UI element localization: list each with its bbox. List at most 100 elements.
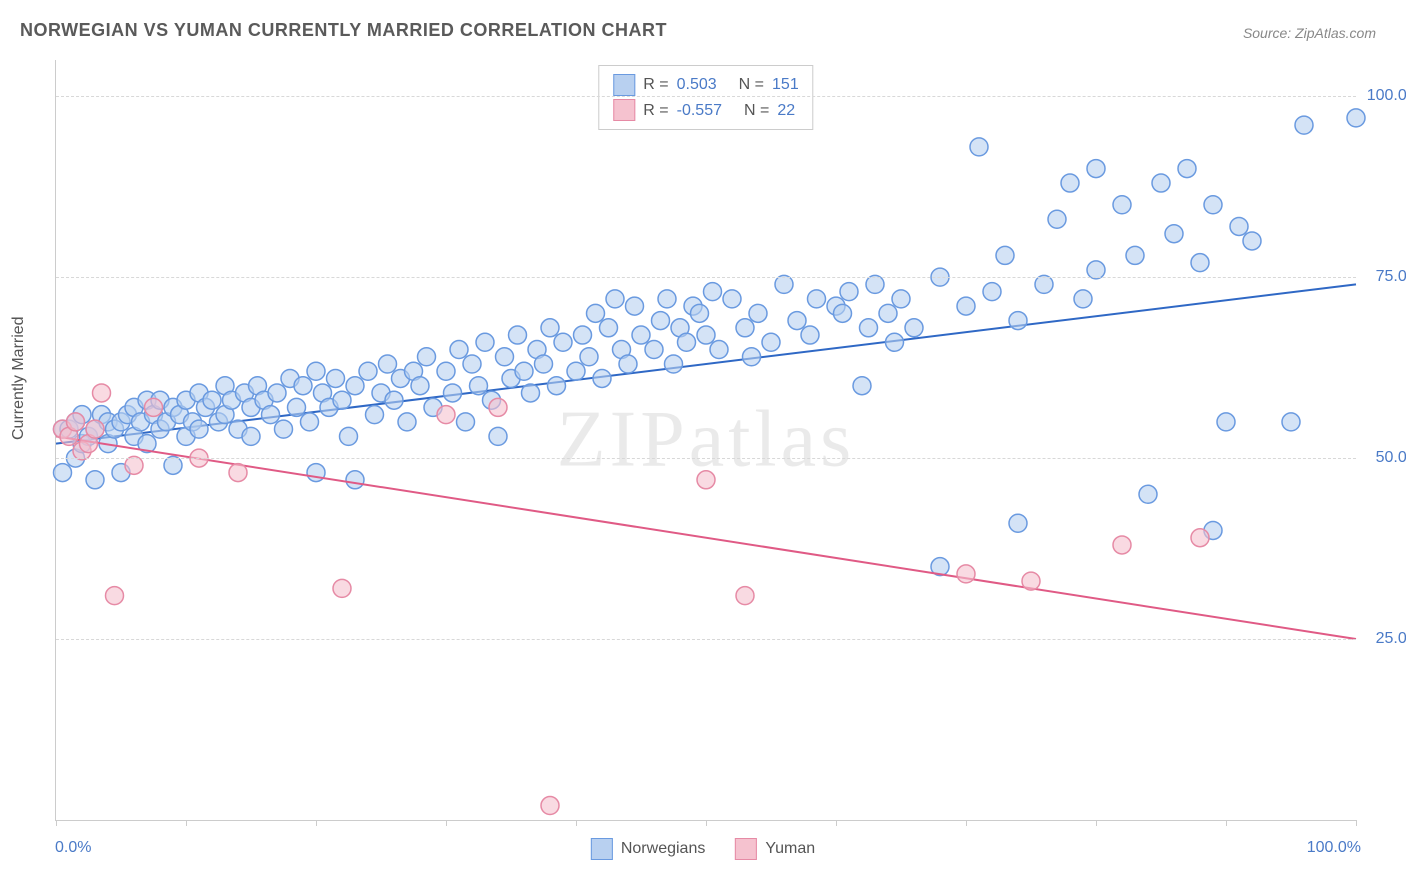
data-point [1139, 485, 1157, 503]
data-point [398, 413, 416, 431]
data-point [1165, 225, 1183, 243]
data-point [275, 420, 293, 438]
data-point [496, 348, 514, 366]
data-point [203, 391, 221, 409]
data-point [535, 355, 553, 373]
data-point [853, 377, 871, 395]
data-point [190, 420, 208, 438]
data-point [567, 362, 585, 380]
data-point [327, 369, 345, 387]
bottom-swatch-1 [591, 838, 613, 860]
source-attribution: Source: ZipAtlas.com [1243, 25, 1376, 41]
data-point [333, 391, 351, 409]
ytick-label: 50.0% [1361, 449, 1406, 467]
data-point [346, 377, 364, 395]
data-point [470, 377, 488, 395]
data-point [645, 341, 663, 359]
chart-svg [56, 60, 1356, 820]
data-point [1074, 290, 1092, 308]
data-point [1009, 514, 1027, 532]
xtick [1226, 820, 1227, 826]
data-point [652, 312, 670, 330]
legend-row-1: R = 0.503 N = 151 [613, 72, 798, 98]
legend-r-value-1: 0.503 [677, 72, 717, 98]
gridline [56, 458, 1356, 459]
data-point [1243, 232, 1261, 250]
data-point [268, 384, 286, 402]
legend-swatch-2 [613, 99, 635, 121]
data-point [957, 297, 975, 315]
data-point [691, 304, 709, 322]
data-point [1061, 174, 1079, 192]
data-point [476, 333, 494, 351]
data-point [1347, 109, 1365, 127]
data-point [970, 138, 988, 156]
data-point [411, 377, 429, 395]
data-point [587, 304, 605, 322]
xtick [1356, 820, 1357, 826]
data-point [697, 471, 715, 489]
data-point [359, 362, 377, 380]
data-point [463, 355, 481, 373]
data-point [606, 290, 624, 308]
data-point [450, 341, 468, 359]
plot-area: ZIPatlas R = 0.503 N = 151 R = -0.557 N … [55, 60, 1356, 821]
data-point [697, 326, 715, 344]
data-point [366, 406, 384, 424]
data-point [788, 312, 806, 330]
chart-container: NORWEGIAN VS YUMAN CURRENTLY MARRIED COR… [0, 0, 1406, 892]
legend-n-value-1: 151 [772, 72, 799, 98]
data-point [340, 427, 358, 445]
gridline [56, 96, 1356, 97]
data-point [905, 319, 923, 337]
data-point [1087, 160, 1105, 178]
xtick [316, 820, 317, 826]
data-point [808, 290, 826, 308]
xtick [836, 820, 837, 826]
bottom-legend-item-1: Norwegians [591, 838, 705, 860]
data-point [1295, 116, 1313, 134]
xaxis-min-label: 0.0% [55, 839, 91, 857]
data-point [1113, 196, 1131, 214]
gridline [56, 277, 1356, 278]
gridline [56, 639, 1356, 640]
data-point [957, 565, 975, 583]
data-point [489, 398, 507, 416]
data-point [1113, 536, 1131, 554]
data-point [593, 369, 611, 387]
legend-row-2: R = -0.557 N = 22 [613, 98, 798, 124]
data-point [580, 348, 598, 366]
ytick-label: 100.0% [1361, 87, 1406, 105]
data-point [886, 333, 904, 351]
data-point [834, 304, 852, 322]
legend-r-value-2: -0.557 [677, 98, 722, 124]
xtick [446, 820, 447, 826]
data-point [840, 283, 858, 301]
legend-r-label-1: R = [643, 72, 668, 98]
data-point [600, 319, 618, 337]
bottom-legend-label-2: Yuman [765, 840, 815, 858]
legend-n-value-2: 22 [777, 98, 795, 124]
data-point [1022, 572, 1040, 590]
data-point [262, 406, 280, 424]
legend-swatch-1 [613, 74, 635, 96]
legend-n-label-1: N = [739, 72, 764, 98]
chart-title: NORWEGIAN VS YUMAN CURRENTLY MARRIED COR… [20, 20, 667, 41]
data-point [145, 398, 163, 416]
data-point [307, 362, 325, 380]
data-point [346, 471, 364, 489]
data-point [749, 304, 767, 322]
data-point [1230, 217, 1248, 235]
data-point [1191, 254, 1209, 272]
data-point [301, 413, 319, 431]
xtick [706, 820, 707, 826]
data-point [704, 283, 722, 301]
data-point [444, 384, 462, 402]
bottom-legend-item-2: Yuman [735, 838, 815, 860]
data-point [632, 326, 650, 344]
xtick [1096, 820, 1097, 826]
data-point [723, 290, 741, 308]
data-point [522, 384, 540, 402]
ytick-label: 25.0% [1361, 630, 1406, 648]
data-point [86, 420, 104, 438]
